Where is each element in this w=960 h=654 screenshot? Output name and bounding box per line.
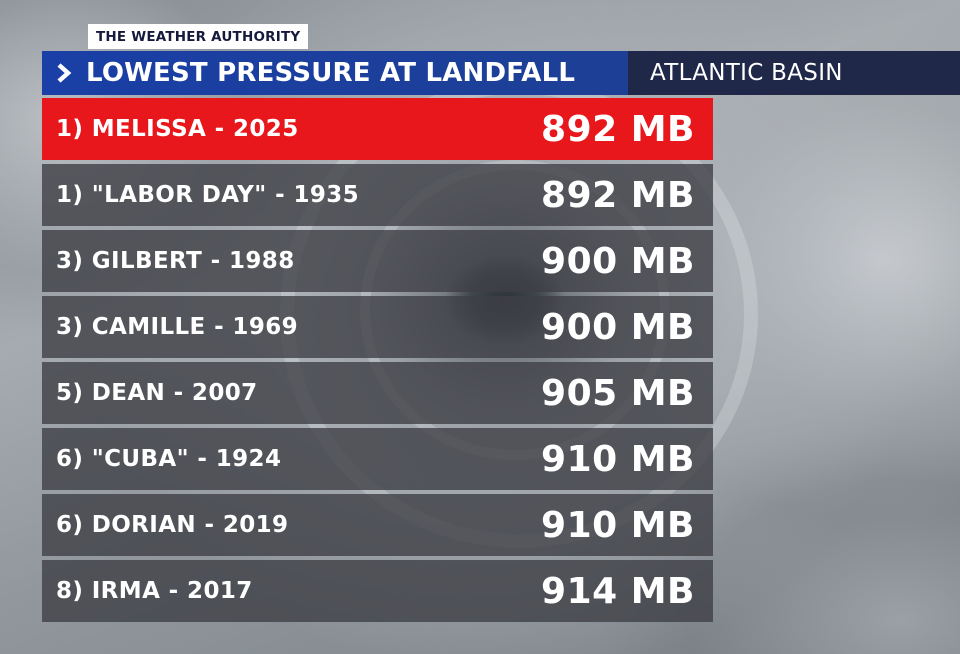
pressure-value: 892 MB	[541, 108, 695, 150]
storm-label: 8) IRMA - 2017	[56, 578, 253, 604]
list-item: 1) MELISSA - 2025 892 MB	[42, 98, 713, 160]
graphic-header: LOWEST PRESSURE AT LANDFALL ATLANTIC BAS…	[42, 51, 960, 95]
ranking-list: 1) MELISSA - 2025 892 MB 1) "LABOR DAY" …	[42, 98, 713, 626]
list-item: 3) GILBERT - 1988 900 MB	[42, 230, 713, 292]
list-item: 1) "LABOR DAY" - 1935 892 MB	[42, 164, 713, 226]
storm-label: 1) MELISSA - 2025	[56, 116, 299, 142]
storm-label: 3) CAMILLE - 1969	[56, 314, 299, 340]
pressure-value: 900 MB	[541, 240, 695, 282]
list-item: 5) DEAN - 2007 905 MB	[42, 362, 713, 424]
list-item: 6) "CUBA" - 1924 910 MB	[42, 428, 713, 490]
storm-label: 6) "CUBA" - 1924	[56, 446, 282, 472]
pressure-value: 914 MB	[541, 570, 695, 612]
brand-tag: THE WEATHER AUTHORITY	[88, 24, 309, 49]
storm-label: 5) DEAN - 2007	[56, 380, 258, 406]
page-title: LOWEST PRESSURE AT LANDFALL	[86, 58, 576, 88]
pressure-value: 910 MB	[541, 504, 695, 546]
pressure-value: 892 MB	[541, 174, 695, 216]
list-item: 3) CAMILLE - 1969 900 MB	[42, 296, 713, 358]
list-item: 6) DORIAN - 2019 910 MB	[42, 494, 713, 556]
header-subtitle: ATLANTIC BASIN	[628, 51, 960, 95]
pressure-value: 905 MB	[541, 372, 695, 414]
header-title-bar: LOWEST PRESSURE AT LANDFALL	[42, 51, 628, 95]
storm-label: 1) "LABOR DAY" - 1935	[56, 182, 360, 208]
list-item: 8) IRMA - 2017 914 MB	[42, 560, 713, 622]
storm-label: 6) DORIAN - 2019	[56, 512, 289, 538]
pressure-value: 910 MB	[541, 438, 695, 480]
pressure-value: 900 MB	[541, 306, 695, 348]
storm-label: 3) GILBERT - 1988	[56, 248, 295, 274]
chevron-right-icon	[42, 51, 86, 95]
